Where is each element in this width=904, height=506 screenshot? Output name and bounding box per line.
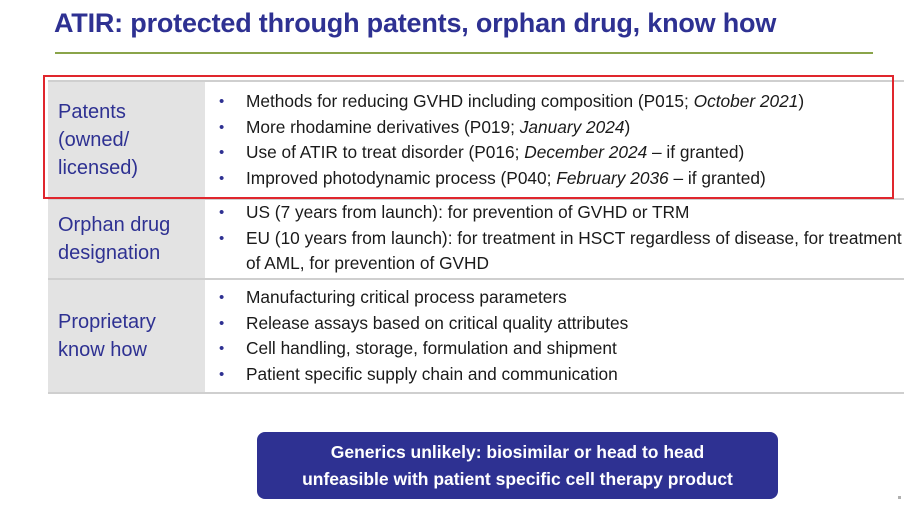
row-label-line: Proprietary — [58, 311, 156, 333]
title-divider — [55, 52, 873, 54]
page-marker — [898, 496, 901, 499]
row-label-know-how: Proprietary know how — [48, 280, 205, 392]
list-item: • Use of ATIR to treat disorder (P016; De… — [215, 140, 904, 166]
list-item: • Methods for reducing GVHD including com… — [215, 89, 904, 115]
bullet-dot-icon: • — [219, 314, 225, 332]
generics-callout: Generics unlikely: biosimilar or head to… — [257, 432, 778, 499]
row-label-patents: Patents (owned/ licensed) — [48, 82, 205, 198]
bullet-dot-icon: • — [219, 118, 225, 136]
callout-line: unfeasible with patient specific cell th… — [302, 468, 733, 489]
row-label-line: licensed) — [58, 157, 139, 179]
list-item: • More rhodamine derivatives (P019; Janua… — [215, 115, 904, 141]
callout-line: Generics unlikely: biosimilar or head to… — [330, 441, 705, 462]
row-label-line: know how — [58, 339, 147, 361]
bullet-dot-icon: • — [219, 340, 225, 357]
row-label-line: designation — [58, 242, 161, 264]
bullet-dot-icon: • — [219, 365, 225, 383]
protection-table: Patents (owned/ licensed) • Methods for r… — [48, 80, 904, 394]
row-content-orphan-drug: • US (7 years from launch): for preventio… — [205, 200, 904, 278]
bullet-dot-icon: • — [219, 144, 225, 161]
bullet-dot-icon: • — [219, 229, 225, 247]
bullet-dot-icon: • — [219, 169, 225, 187]
list-item: • US (7 years from launch): for preventio… — [215, 200, 904, 226]
list-item: • Manufacturing critical process paramete… — [215, 285, 904, 311]
bullet-dot-icon: • — [219, 204, 225, 221]
row-content-patents: • Methods for reducing GVHD including com… — [205, 82, 904, 198]
row-content-know-how: • Manufacturing critical process paramete… — [205, 280, 904, 392]
list-item: • EU (10 years from launch): for treatmen… — [219, 227, 902, 274]
table-row-know-how: Proprietary know how • Manufacturing crit… — [48, 280, 904, 394]
row-label-orphan-drug: Orphan drug designation — [48, 200, 205, 278]
bullet-dot-icon: • — [219, 93, 225, 110]
row-label-line: Patents — [58, 101, 126, 123]
table-row-orphan-drug: Orphan drug designation • US (7 years fro… — [48, 200, 904, 280]
slide-title: ATIR: protected through patents, orphan … — [54, 8, 777, 38]
row-label-line: Orphan drug — [58, 214, 171, 236]
list-item: • Improved photodynamic process (P040; Fe… — [215, 166, 904, 192]
row-label-line: (owned/ — [58, 129, 130, 151]
list-item: • Release assays based on critical qualit… — [215, 311, 904, 337]
table-row-patents: Patents (owned/ licensed) • Methods for r… — [48, 80, 904, 200]
list-item: • Cell handling, storage, formulation and… — [215, 336, 904, 362]
bullet-dot-icon: • — [219, 289, 225, 306]
list-item: • Patient specific supply chain and commu… — [215, 362, 904, 388]
